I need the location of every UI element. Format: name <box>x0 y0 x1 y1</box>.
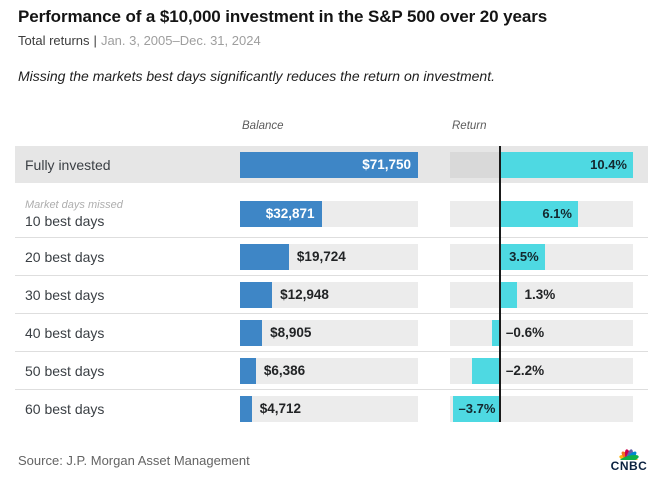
return-value: 1.3% <box>524 286 556 302</box>
chart-row: Fully invested $71,750 10.4% <box>15 146 648 183</box>
row-label-block: 30 best days <box>15 287 240 303</box>
cnbc-wordmark: CNBC <box>610 459 648 473</box>
return-track: 6.1% <box>450 200 633 227</box>
subtitle: Total returns | Jan. 3, 2005–Dec. 31, 2024 <box>18 33 261 48</box>
balance-bar <box>240 243 289 270</box>
page-title: Performance of a $10,000 investment in t… <box>18 7 548 26</box>
balance-value: $19,724 <box>296 248 346 264</box>
row-label-block: 50 best days <box>15 363 240 379</box>
return-track: –3.7% <box>450 395 633 422</box>
insight-text: Missing the markets best days significan… <box>18 68 495 84</box>
balance-value: $4,712 <box>259 400 301 416</box>
chart-row: 60 best days $4,712 –3.7% <box>15 389 648 427</box>
chart-row: 50 best days $6,386 –2.2% <box>15 351 648 389</box>
return-value: 10.4% <box>590 156 627 172</box>
balance-track: $71,750 <box>240 151 418 178</box>
balance-track: $8,905 <box>240 319 418 346</box>
balance-bar <box>240 281 273 308</box>
peacock-icon <box>608 438 650 460</box>
balance-bar <box>240 151 418 178</box>
return-bar <box>452 395 500 422</box>
return-bar <box>499 200 578 227</box>
subtitle-date-range: Jan. 3, 2005–Dec. 31, 2024 <box>100 33 261 48</box>
balance-track: $12,948 <box>240 281 418 308</box>
chart-row: Market days missed 10 best days $32,871 … <box>15 190 648 237</box>
chart-row: 20 best days $19,724 3.5% <box>15 237 648 275</box>
return-track: –0.6% <box>450 319 633 346</box>
return-value: –2.2% <box>505 362 545 378</box>
return-track: 1.3% <box>450 281 633 308</box>
balance-value: $32,871 <box>265 205 315 221</box>
return-value: –0.6% <box>505 324 545 340</box>
balance-value: $6,386 <box>263 362 306 378</box>
return-value: 6.1% <box>542 205 572 221</box>
balance-value: $8,905 <box>270 324 312 340</box>
source-text: Source: J.P. Morgan Asset Management <box>18 453 250 468</box>
chart-row: 30 best days $12,948 1.3% <box>15 275 648 313</box>
zero-axis-line <box>499 146 501 422</box>
return-value: 3.5% <box>509 248 539 264</box>
cnbc-logo: CNBC <box>608 438 650 473</box>
row-sublabel: Market days missed <box>25 198 123 211</box>
balance-track: $32,871 <box>240 200 418 227</box>
row-label-block: 20 best days <box>15 249 240 265</box>
row-label-block: 40 best days <box>15 325 240 341</box>
return-bar <box>499 243 545 270</box>
balance-bar <box>240 200 322 227</box>
balance-bar <box>240 357 256 384</box>
subtitle-separator: | <box>93 33 97 48</box>
column-header-balance: Balance <box>242 120 284 132</box>
chart-area: Fully invested $71,750 10.4% Market days… <box>0 146 659 427</box>
row-label-block: Market days missed 10 best days <box>15 199 240 229</box>
row-label: 40 best days <box>25 324 105 341</box>
row-label-block: Fully invested <box>15 157 240 173</box>
return-bar <box>499 151 633 178</box>
row-label: 30 best days <box>25 286 105 303</box>
return-track: 10.4% <box>450 151 633 178</box>
return-bar <box>471 357 500 384</box>
return-bar <box>492 319 500 346</box>
row-label: 10 best days <box>25 212 105 229</box>
subtitle-total-returns: Total returns <box>18 33 90 48</box>
balance-value: $71,750 <box>362 156 411 172</box>
chart-row: 40 best days $8,905 –0.6% <box>15 313 648 351</box>
row-label: 20 best days <box>25 248 105 265</box>
row-label: 60 best days <box>25 400 105 417</box>
return-track: –2.2% <box>450 357 633 384</box>
return-value: –3.7% <box>458 400 496 416</box>
balance-track: $6,386 <box>240 357 418 384</box>
column-header-return: Return <box>452 120 487 132</box>
balance-bar <box>240 395 252 422</box>
balance-value: $12,948 <box>280 286 329 302</box>
row-label: 50 best days <box>25 362 105 379</box>
balance-track: $4,712 <box>240 395 418 422</box>
row-label-block: 60 best days <box>15 401 240 417</box>
return-track: 3.5% <box>450 243 633 270</box>
balance-bar <box>240 319 263 346</box>
balance-track: $19,724 <box>240 243 418 270</box>
row-label: Fully invested <box>25 156 111 173</box>
return-bar <box>499 281 517 308</box>
